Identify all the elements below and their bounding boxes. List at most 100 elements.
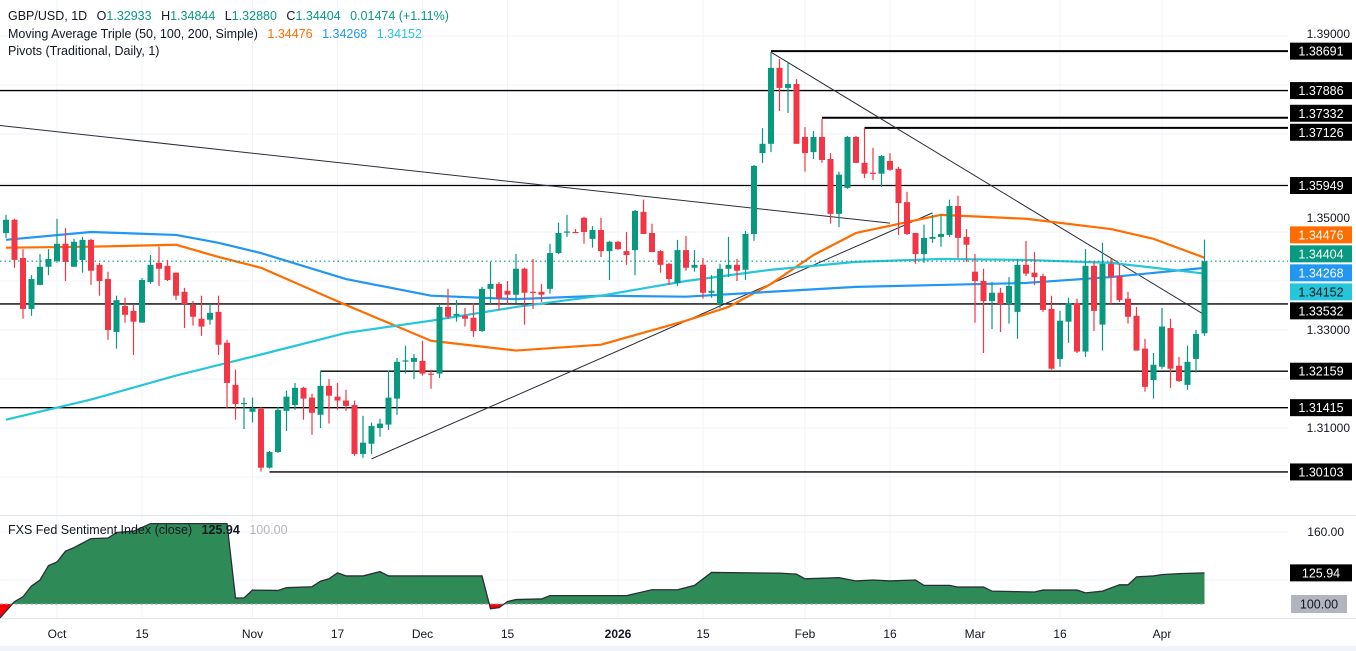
candle-body	[368, 426, 375, 444]
candle-body	[810, 136, 817, 153]
ma200-value: 1.34152	[376, 27, 422, 41]
candle	[929, 214, 936, 243]
pivot-price-badge: 1.37126	[1290, 123, 1352, 141]
candle	[989, 281, 995, 330]
candle	[657, 250, 664, 273]
moving-average-line-sma-50	[5, 213, 1205, 352]
candle	[453, 300, 460, 322]
pivot-price-badge: 1.35949	[1290, 176, 1352, 194]
symbol-legend: GBP/USD, 1D O1.32933 H1.34844 L1.32880 C…	[8, 8, 449, 25]
candle-body	[11, 219, 18, 260]
candle	[513, 254, 519, 304]
badge-background	[1290, 463, 1352, 481]
sentiment-axis-label: 160.00	[1307, 525, 1344, 539]
open-value: 1.32933	[106, 9, 152, 23]
candle	[215, 295, 222, 355]
candle-body	[96, 264, 103, 281]
candle-body	[1150, 364, 1157, 380]
candle-body	[360, 442, 366, 454]
candle-body	[827, 158, 834, 214]
candle	[1006, 277, 1012, 324]
badge-text: 1.31415	[1298, 401, 1343, 415]
candle-body	[972, 271, 978, 281]
candle-body	[1074, 303, 1080, 352]
candle-body	[283, 396, 290, 411]
low-label: L	[224, 9, 232, 23]
close-value: 1.34404	[295, 9, 341, 23]
sentiment-title: FXS Fed Sentiment Index (close)	[8, 523, 193, 537]
ma-legend[interactable]: Moving Average Triple (50, 100, 200, Sim…	[8, 26, 422, 43]
candle-body	[224, 342, 230, 383]
candle-body	[462, 315, 468, 319]
time-axis-label: Dec	[412, 627, 433, 641]
badge-text: 1.37332	[1298, 107, 1343, 121]
candle	[62, 228, 69, 281]
candle	[785, 62, 791, 113]
candle-body	[878, 156, 885, 174]
badge-background	[1291, 595, 1347, 613]
candle	[326, 379, 332, 424]
candle-body	[130, 310, 137, 322]
high-value: 1.34844	[170, 9, 216, 23]
badge-background	[1290, 264, 1352, 282]
candle-body	[989, 292, 995, 302]
candle	[266, 451, 273, 469]
candle-body	[71, 241, 77, 267]
candle-body	[1108, 263, 1114, 278]
time-axis-label: Mar	[965, 627, 986, 641]
candle-body	[1048, 308, 1055, 369]
candle-body	[1065, 303, 1072, 322]
candle	[1125, 291, 1131, 324]
candle	[105, 271, 111, 340]
candle	[1048, 295, 1055, 370]
candle-body	[487, 283, 494, 289]
time-axis-label: Apr	[1153, 627, 1172, 641]
candle	[317, 370, 324, 428]
candle-body	[921, 237, 927, 255]
candle	[904, 191, 910, 235]
candle	[530, 258, 536, 309]
candle-body	[326, 385, 332, 396]
ma50-value: 1.34476	[267, 27, 313, 41]
candle-body	[895, 168, 902, 204]
candle-body	[113, 300, 120, 332]
candle-body	[419, 360, 426, 374]
sentiment-legend[interactable]: FXS Fed Sentiment Index (close) 125.94 1…	[8, 522, 288, 539]
high-label: H	[161, 9, 171, 23]
candle-body	[1057, 320, 1063, 359]
time-axis-label: Feb	[795, 627, 816, 641]
candle-body	[385, 397, 392, 425]
candle-body	[215, 311, 222, 345]
candle	[1091, 261, 1097, 331]
time-axis-label: 2026	[605, 627, 632, 641]
candle	[504, 281, 511, 305]
candle-body	[1091, 265, 1097, 311]
candle	[725, 236, 732, 278]
candle	[11, 218, 18, 268]
candle-body	[564, 231, 570, 233]
candle	[887, 153, 893, 171]
candle-body	[139, 280, 145, 323]
candle	[334, 382, 341, 410]
last-price-badge: 1.34404	[1290, 245, 1352, 263]
candle-body	[1116, 276, 1123, 301]
candle-body	[1006, 285, 1012, 305]
pivot-price-badge: 1.31415	[1290, 399, 1352, 417]
candle	[28, 275, 35, 316]
candle	[428, 369, 434, 389]
candle-body	[768, 67, 774, 144]
candle-body	[640, 211, 647, 234]
candle	[96, 262, 103, 296]
candle-body	[785, 84, 791, 88]
candle	[351, 400, 358, 456]
candle	[921, 224, 927, 263]
candle	[445, 288, 451, 319]
candle	[436, 304, 443, 379]
candle-body	[351, 404, 358, 454]
badge-text: 1.34404	[1298, 247, 1343, 261]
candle-body	[402, 360, 409, 362]
pivots-legend[interactable]: Pivots (Traditional, Daily, 1)	[8, 43, 159, 60]
candle	[683, 235, 689, 271]
trendline	[371, 212, 933, 460]
